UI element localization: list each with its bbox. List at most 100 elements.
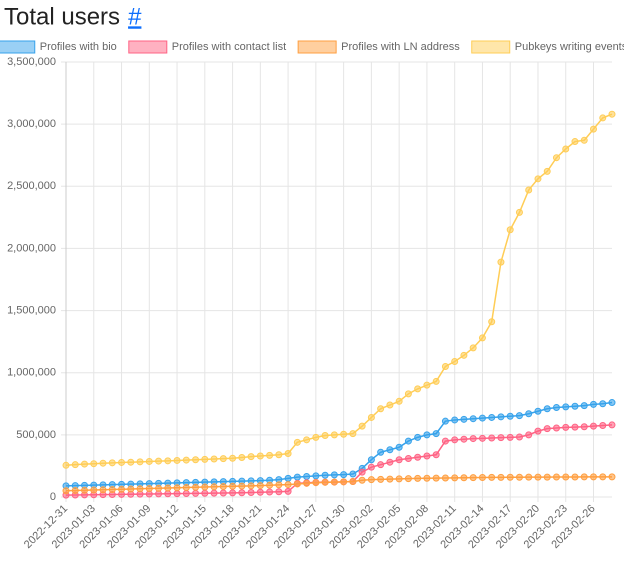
data-point	[293, 473, 301, 481]
legend: Profiles with bio Profiles with contact l…	[0, 40, 624, 54]
legend-label: Profiles with contact list	[172, 41, 286, 53]
anchor-link[interactable]: #	[128, 3, 142, 30]
data-point	[164, 484, 172, 492]
chart-title: Total users	[4, 3, 120, 30]
data-point	[478, 473, 486, 481]
data-point	[414, 453, 422, 461]
data-point	[599, 422, 607, 430]
data-point	[571, 138, 579, 146]
data-point	[589, 422, 597, 430]
data-point	[192, 483, 200, 491]
data-point	[173, 490, 181, 498]
data-point	[543, 425, 551, 433]
data-point	[229, 454, 237, 462]
y-tick-label: 0	[50, 491, 56, 503]
data-point	[469, 435, 477, 443]
data-point	[312, 472, 320, 480]
data-point	[81, 486, 89, 494]
legend-label: Profiles with bio	[40, 41, 117, 53]
data-point	[534, 427, 542, 435]
data-point	[321, 431, 329, 439]
data-point	[136, 485, 144, 493]
data-point	[386, 446, 394, 454]
data-point	[608, 399, 616, 407]
data-point	[266, 451, 274, 459]
data-point	[404, 454, 412, 462]
legend-swatch	[128, 40, 168, 54]
data-point	[515, 473, 523, 481]
data-point	[525, 431, 533, 439]
data-point	[303, 479, 311, 487]
data-point	[552, 473, 560, 481]
data-point	[432, 451, 440, 459]
data-point	[469, 344, 477, 352]
data-point	[349, 430, 357, 438]
data-point	[562, 403, 570, 411]
data-point	[534, 473, 542, 481]
data-point	[164, 490, 172, 498]
legend-swatch	[0, 40, 36, 54]
data-point	[460, 415, 468, 423]
data-point	[284, 450, 292, 457]
y-tick-label: 1,000,000	[7, 367, 56, 379]
data-point	[238, 489, 246, 497]
data-point	[404, 437, 412, 445]
data-point	[145, 457, 153, 465]
data-point	[367, 476, 375, 484]
data-point	[552, 154, 560, 162]
data-point	[340, 471, 348, 479]
data-point	[599, 400, 607, 408]
data-point	[589, 125, 597, 133]
data-point	[506, 226, 514, 234]
data-point	[580, 473, 588, 481]
data-point	[414, 474, 422, 482]
data-point	[395, 456, 403, 464]
data-point	[580, 402, 588, 410]
data-point	[108, 459, 116, 467]
data-point	[460, 351, 468, 359]
data-point	[599, 473, 607, 481]
data-point	[441, 363, 449, 370]
data-point	[562, 145, 570, 153]
data-point	[321, 478, 329, 486]
data-point	[488, 473, 496, 481]
data-point	[293, 480, 301, 488]
data-point	[497, 258, 505, 266]
data-point	[303, 472, 311, 480]
data-point	[127, 485, 135, 493]
data-point	[62, 461, 70, 469]
data-point	[460, 474, 468, 482]
data-point	[377, 475, 385, 483]
data-point	[515, 208, 523, 216]
data-point	[589, 473, 597, 481]
data-point	[229, 482, 237, 490]
data-point	[284, 481, 292, 489]
data-point	[534, 407, 542, 415]
data-point	[266, 488, 274, 496]
data-point	[256, 452, 264, 460]
data-point	[377, 448, 385, 456]
data-point	[358, 468, 366, 476]
data-point	[580, 136, 588, 144]
data-point	[99, 459, 107, 467]
data-point	[432, 377, 440, 385]
data-point	[210, 483, 218, 491]
data-point	[515, 412, 523, 420]
legend-swatch	[471, 40, 511, 54]
data-point	[451, 358, 459, 366]
legend-label: Profiles with LN address	[341, 41, 460, 53]
data-point	[525, 473, 533, 481]
data-point	[229, 489, 237, 497]
data-point	[256, 482, 264, 490]
data-point	[423, 474, 431, 482]
data-point	[182, 456, 190, 464]
data-point	[247, 489, 255, 497]
data-point	[515, 433, 523, 441]
data-point	[543, 473, 551, 481]
data-point	[358, 476, 366, 484]
data-point	[293, 438, 301, 446]
data-point	[182, 484, 190, 492]
data-point	[497, 473, 505, 481]
